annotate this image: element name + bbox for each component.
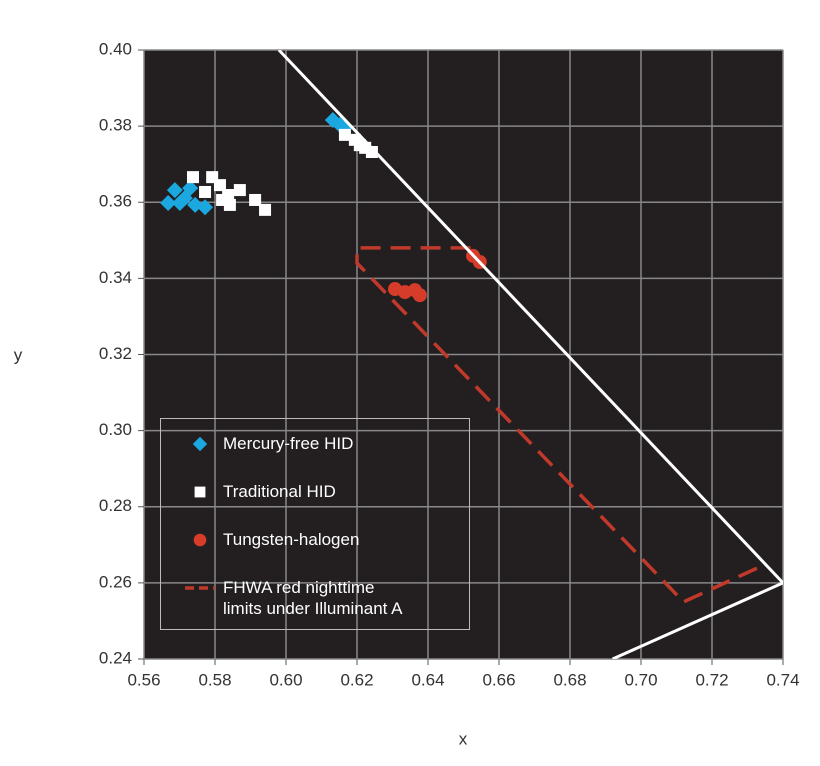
legend-entry: Mercury-free HID [185,433,469,481]
diamond-point [160,195,177,212]
y-tick-label: 0.24 [99,648,132,667]
x-tick-label: 0.66 [482,670,515,689]
legend-label: Tungsten-halogen [223,529,359,550]
dashed-line [355,246,759,605]
x-tick-label: 0.64 [411,670,444,689]
square-point [259,203,272,216]
x-tick-label: 0.68 [553,670,586,689]
plot-marks [160,50,783,659]
legend-text: FHWA red nighttime [223,578,375,597]
legend-label: Traditional HID [223,481,336,502]
legend-entry: FHWA red nighttime limits under Illuminan… [185,577,469,625]
circle-point [193,533,207,547]
square-point [186,171,199,184]
y-tick-label: 0.34 [99,268,132,287]
x-tick-label: 0.74 [766,670,799,689]
legend-entry: Tungsten-halogen [185,529,469,577]
x-tick-label: 0.70 [624,670,657,689]
square-point [199,185,212,198]
diamond-point [166,182,183,199]
x-tick-label: 0.60 [269,670,302,689]
legend-icon [193,533,207,547]
legend-icon [192,436,208,452]
x-tick-label: 0.62 [340,670,373,689]
legend-label: Mercury-free HID [223,433,353,454]
y-tick-label: 0.38 [99,116,132,135]
diamond-point [192,436,208,452]
legend-icon [194,486,206,498]
x-tick-label: 0.58 [198,670,231,689]
square-point [338,128,351,141]
legend-text: Traditional HID [223,482,336,501]
y-tick-label: 0.36 [99,192,132,211]
x-axis-label: x [459,729,468,748]
square-point [194,486,206,498]
diamond-point [176,190,193,207]
boundary-line [277,50,783,659]
square-point [213,179,226,192]
y-tick-label: 0.32 [99,344,132,363]
legend-entry: Traditional HID [185,481,469,529]
legend-text: Tungsten-halogen [223,530,360,549]
legend-label: FHWA red nighttime limits under Illuminan… [223,577,403,619]
x-tick-label: 0.56 [127,670,160,689]
legend: Mercury-free HID Traditional HID Tungsten-… [160,418,470,630]
square-point [353,139,366,152]
diamond-point [197,199,214,216]
y-tick-label: 0.30 [99,420,132,439]
y-axis-label: y [14,345,23,364]
y-tick-label: 0.26 [99,572,132,591]
square-point [365,146,378,159]
legend-text: Mercury-free HID [223,434,354,453]
square-point [249,193,262,206]
square-point [233,184,246,197]
square-point [216,193,229,206]
legend-icon [185,586,215,590]
y-tick-label: 0.28 [99,496,132,515]
x-tick-label: 0.72 [695,670,728,689]
y-tick-label: 0.40 [99,39,132,58]
legend-text: limits under Illuminant A [223,599,403,618]
circle-point [412,288,427,303]
